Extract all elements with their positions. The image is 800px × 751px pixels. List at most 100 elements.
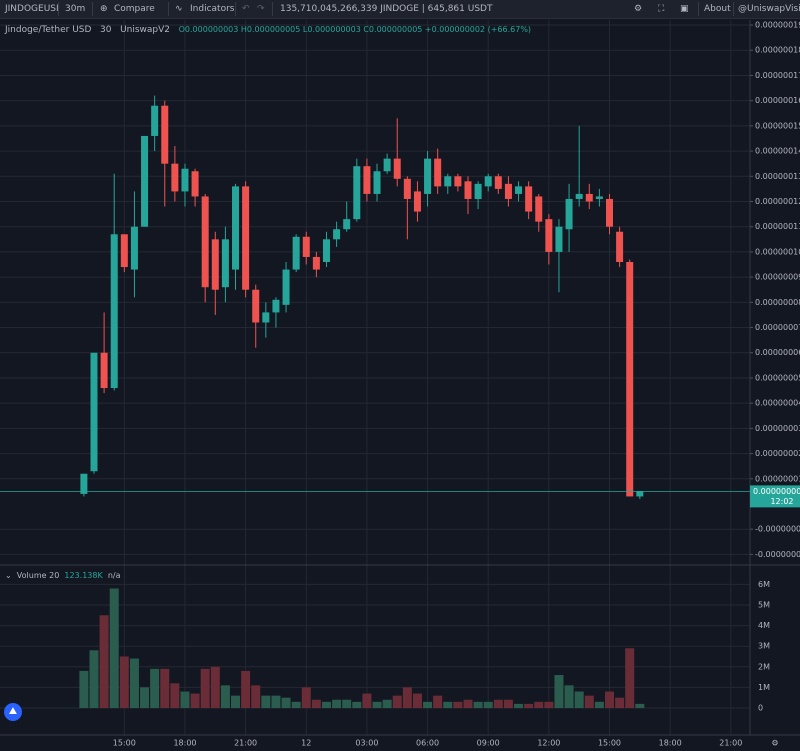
last-price-box — [750, 485, 800, 508]
candle-body — [616, 231, 624, 262]
candle-body — [242, 186, 250, 290]
x-tick-label: 09:00 — [477, 739, 500, 748]
candle-body — [302, 236, 310, 257]
interval-button[interactable]: 30m — [65, 4, 86, 14]
snapshot-button[interactable]: ▣ — [680, 4, 689, 14]
candle-body — [292, 236, 300, 270]
indicators-button[interactable]: Indicators — [190, 4, 235, 14]
main-legend: Jindoge/Tether USD 30 UniswapV2 O0.00000… — [5, 25, 531, 35]
about-button[interactable]: About — [704, 4, 731, 14]
y-tick-label: 0.000000050 — [755, 373, 800, 382]
axis-settings-icon: ⚙ — [771, 739, 778, 748]
candle-body — [636, 491, 644, 497]
candle-body — [555, 226, 563, 252]
compare-icon[interactable]: ⊕ — [100, 4, 108, 14]
volume-bar — [332, 699, 342, 709]
y-tick-label: 0.000000150 — [755, 121, 800, 130]
volume-length: 20 — [49, 571, 60, 580]
volume-bar — [301, 687, 311, 709]
candle-body — [100, 352, 108, 389]
volume-name: Volume — [16, 571, 47, 580]
candle-body — [606, 198, 614, 227]
candle-body — [130, 226, 138, 270]
volume-bar — [342, 699, 352, 709]
undo-button[interactable]: ↶ — [242, 4, 250, 14]
volume-tick-label: 6M — [758, 580, 770, 589]
separator — [272, 2, 273, 16]
volume-tick-label: 5M — [758, 600, 770, 609]
x-tick-label: 21:00 — [234, 739, 257, 748]
candle-body — [464, 181, 472, 199]
volume-tick-label: 4M — [758, 621, 770, 630]
separator — [168, 2, 169, 16]
volume-ma: n/a — [107, 571, 121, 580]
x-tick-label: 21:00 — [719, 739, 742, 748]
volume-bar — [251, 685, 261, 709]
exchange-name: UniswapV2 — [120, 25, 171, 35]
candle-body — [151, 105, 159, 136]
volume-bar — [544, 701, 554, 709]
candle-body — [322, 239, 330, 262]
candle-body — [141, 135, 149, 227]
volume-bar — [503, 699, 513, 709]
volume-value: 123.138K — [64, 571, 103, 580]
x-tick-label: 15:00 — [598, 739, 621, 748]
separator — [92, 2, 93, 16]
price-axis-bg — [750, 20, 800, 735]
volume-bar — [534, 701, 544, 709]
volume-bar — [433, 695, 443, 709]
redo-button[interactable]: ↷ — [257, 4, 265, 14]
volume-bar — [382, 699, 392, 709]
candle-body — [363, 166, 371, 194]
y-tick-label: -0.000000010 — [755, 525, 800, 534]
volume-bar — [170, 683, 180, 709]
separator — [58, 2, 59, 16]
ohlc-values: O0.000000003 H0.000000005 L0.000000003 C… — [178, 25, 532, 34]
y-tick-label: 0.000000080 — [755, 298, 800, 307]
volume-bar — [443, 701, 453, 709]
legend-interval: 30 — [100, 25, 112, 35]
account-button[interactable]: @UniswapVision — [738, 4, 800, 14]
y-tick-label: 0.000000110 — [755, 222, 800, 231]
volume-bar — [423, 701, 433, 709]
separator — [733, 2, 734, 16]
volume-tick-label: 2M — [758, 662, 770, 671]
candle-body — [90, 352, 98, 472]
volume-bar — [160, 668, 170, 709]
candle-body — [504, 183, 512, 199]
volume-bar — [140, 687, 150, 709]
volume-bar — [291, 701, 301, 709]
y-tick-label: 0.000000040 — [755, 399, 800, 408]
volume-bar — [564, 685, 574, 709]
y-tick-label: 0.000000170 — [755, 71, 800, 80]
fullscreen-button[interactable]: ⛶ — [658, 4, 665, 14]
compare-button[interactable]: Compare — [114, 4, 155, 14]
candle-body — [484, 176, 492, 187]
volume-bar — [311, 699, 321, 709]
candle-body — [282, 269, 290, 305]
volume-bar — [615, 697, 625, 709]
y-tick-label: 0.000000180 — [755, 46, 800, 55]
last-price-label: 0.000000005 — [753, 487, 800, 496]
settings-button[interactable]: ⚙ — [634, 4, 643, 14]
candle-body — [80, 473, 88, 494]
collapse-icon[interactable]: ⌄ — [5, 571, 12, 580]
volume-bar — [605, 691, 615, 709]
indicators-icon[interactable]: ∿ — [175, 4, 183, 14]
volume-bar — [493, 699, 503, 709]
toolbar: JINDOGEUSI 30m ⊕ Compare ∿ Indicators ↶ … — [0, 0, 800, 19]
logo[interactable]: ⛰ — [4, 703, 22, 721]
volume-bar — [463, 699, 473, 709]
volume-bar — [220, 685, 230, 709]
volume-bar — [554, 675, 564, 709]
volume-bar — [261, 695, 271, 709]
candle-body — [525, 186, 533, 212]
y-tick-label: 0.000000090 — [755, 273, 800, 282]
y-tick-label: 0.000000160 — [755, 96, 800, 105]
y-tick-label: -0.000000020 — [755, 550, 800, 559]
symbol-button[interactable]: JINDOGEUSI — [5, 4, 59, 14]
candle-body — [373, 171, 381, 194]
candle-body — [211, 239, 219, 290]
